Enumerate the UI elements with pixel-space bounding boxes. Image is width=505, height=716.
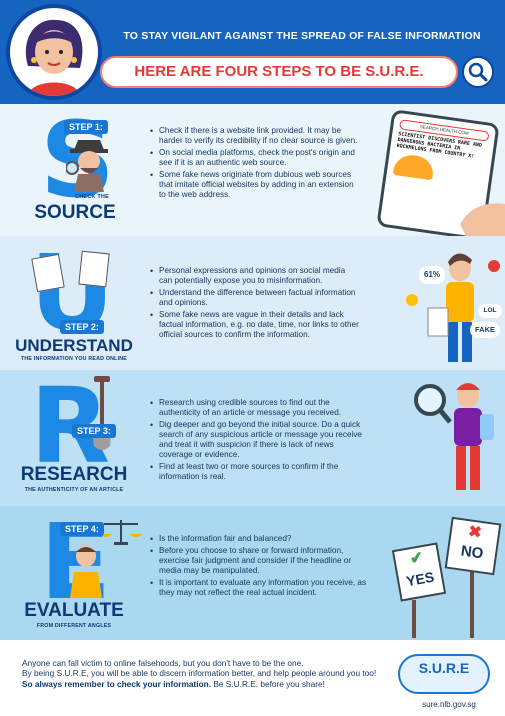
lol-bubble: LOL xyxy=(478,304,502,318)
shovel-icon xyxy=(92,376,112,450)
evaluate-word: EVALUATE xyxy=(24,600,124,621)
header-title-highlight: S.U.R.E. xyxy=(365,63,424,80)
rockmelon-image xyxy=(392,152,436,181)
step-4-badge: STEP 4: xyxy=(60,522,104,536)
list-item: Some fake news originate from dubious we… xyxy=(150,170,360,200)
footer-line-3: So always remember to check your informa… xyxy=(22,679,402,689)
research-word: RESEARCH xyxy=(20,464,128,485)
step-2-badge: STEP 2: xyxy=(60,320,104,334)
list-item: Before you choose to share or forward in… xyxy=(150,546,368,576)
footer-line-3-bold: So always remember to check your informa… xyxy=(22,678,212,689)
list-item: Check if there is a website link provide… xyxy=(150,126,360,146)
woman-avatar-illustration xyxy=(6,4,102,100)
evaluate-caption: FROM DIFFERENT ANGLES xyxy=(36,623,112,629)
sign-stick xyxy=(412,600,416,638)
research-bullet-list: Research using credible sources to find … xyxy=(150,398,368,484)
step-understand-section: U STEP 2: UNDERSTAND THE INFORMATION YOU… xyxy=(0,236,505,370)
list-item: Some fake news are vague in their detail… xyxy=(150,310,360,340)
step-source-section: S STEP 1: CHECK THE SOURCE Check if ther… xyxy=(0,104,505,241)
paper-note-icon xyxy=(31,253,65,293)
paper-note-icon xyxy=(78,250,110,288)
man-with-social-bubbles-illustration xyxy=(406,253,500,362)
sign-stick xyxy=(470,572,474,638)
footer-url[interactable]: sure.nlb.gov.sg xyxy=(422,700,476,709)
evaluate-bullet-list: Is the information fair and balanced? Be… xyxy=(150,534,368,600)
header-title-pill: HERE ARE FOUR STEPS TO BE S.U.R.E. xyxy=(100,56,458,88)
check-the-caption: CHECK THE xyxy=(75,194,109,200)
footer-line-1: Anyone can fall victim to online falseho… xyxy=(22,658,304,668)
understand-word: UNDERSTAND xyxy=(15,336,133,355)
list-item: Research using credible sources to find … xyxy=(150,398,368,418)
source-word: SOURCE xyxy=(34,202,116,223)
sure-logo-text: S.U.R.E xyxy=(418,660,470,676)
header-subtitle: TO STAY VIGILANT AGAINST THE SPREAD OF F… xyxy=(123,30,481,42)
no-sign: ✖ NO xyxy=(444,516,502,576)
sure-logo: S.U.R.E xyxy=(398,654,490,694)
understand-bullet-list: Personal expressions and opinions on soc… xyxy=(150,266,360,342)
footer-line-2: By being S.U.R.E, you will be able to di… xyxy=(22,668,377,679)
list-item: Understand the difference between factua… xyxy=(150,288,360,308)
list-item: On social media platforms, check the pos… xyxy=(150,148,360,168)
hand-holding-phone xyxy=(460,203,505,236)
list-item: Dig deeper and go beyond the initial sou… xyxy=(150,420,368,460)
understand-caption: THE INFORMATION YOU READ ONLINE xyxy=(20,356,128,362)
fake-bubble: FAKE xyxy=(470,322,500,338)
percent-bubble: 61% xyxy=(419,266,445,284)
step-1-badge: STEP 1: xyxy=(64,120,108,134)
detective-illustration xyxy=(66,140,108,192)
list-item: Is the information fair and balanced? xyxy=(150,534,368,545)
step-evaluate-section: E STEP 4: EVALUATE FROM DIFFERENT ANGLES… xyxy=(0,506,505,640)
step-research-section: R STEP 3: RESEARCH THE AUTHENTICITY OF A… xyxy=(0,370,505,506)
header-title-prefix: HERE ARE FOUR STEPS TO BE xyxy=(134,63,366,80)
list-item: It is important to evaluate any informat… xyxy=(150,578,368,598)
balance-scale-icon xyxy=(100,520,142,545)
footer-text: Anyone can fall victim to online falseho… xyxy=(22,658,402,689)
research-caption: THE AUTHENTICITY OF AN ARTICLE xyxy=(24,487,124,493)
footer: Anyone can fall victim to online falseho… xyxy=(0,640,505,716)
step-3-badge: STEP 3: xyxy=(72,424,116,438)
source-bullet-list: Check if there is a website link provide… xyxy=(150,126,360,202)
yes-sign: ✔ YES xyxy=(391,542,447,602)
man-with-magnifier-illustration xyxy=(414,383,494,490)
search-icon xyxy=(462,56,494,88)
list-item: Find at least two or more sources to con… xyxy=(150,462,368,482)
man-evaluating-illustration xyxy=(70,545,102,598)
footer-line-3-rest: Be S.U.R.E. before you share! xyxy=(211,678,325,689)
list-item: Personal expressions and opinions on soc… xyxy=(150,266,360,286)
header-banner: TO STAY VIGILANT AGAINST THE SPREAD OF F… xyxy=(0,0,505,104)
